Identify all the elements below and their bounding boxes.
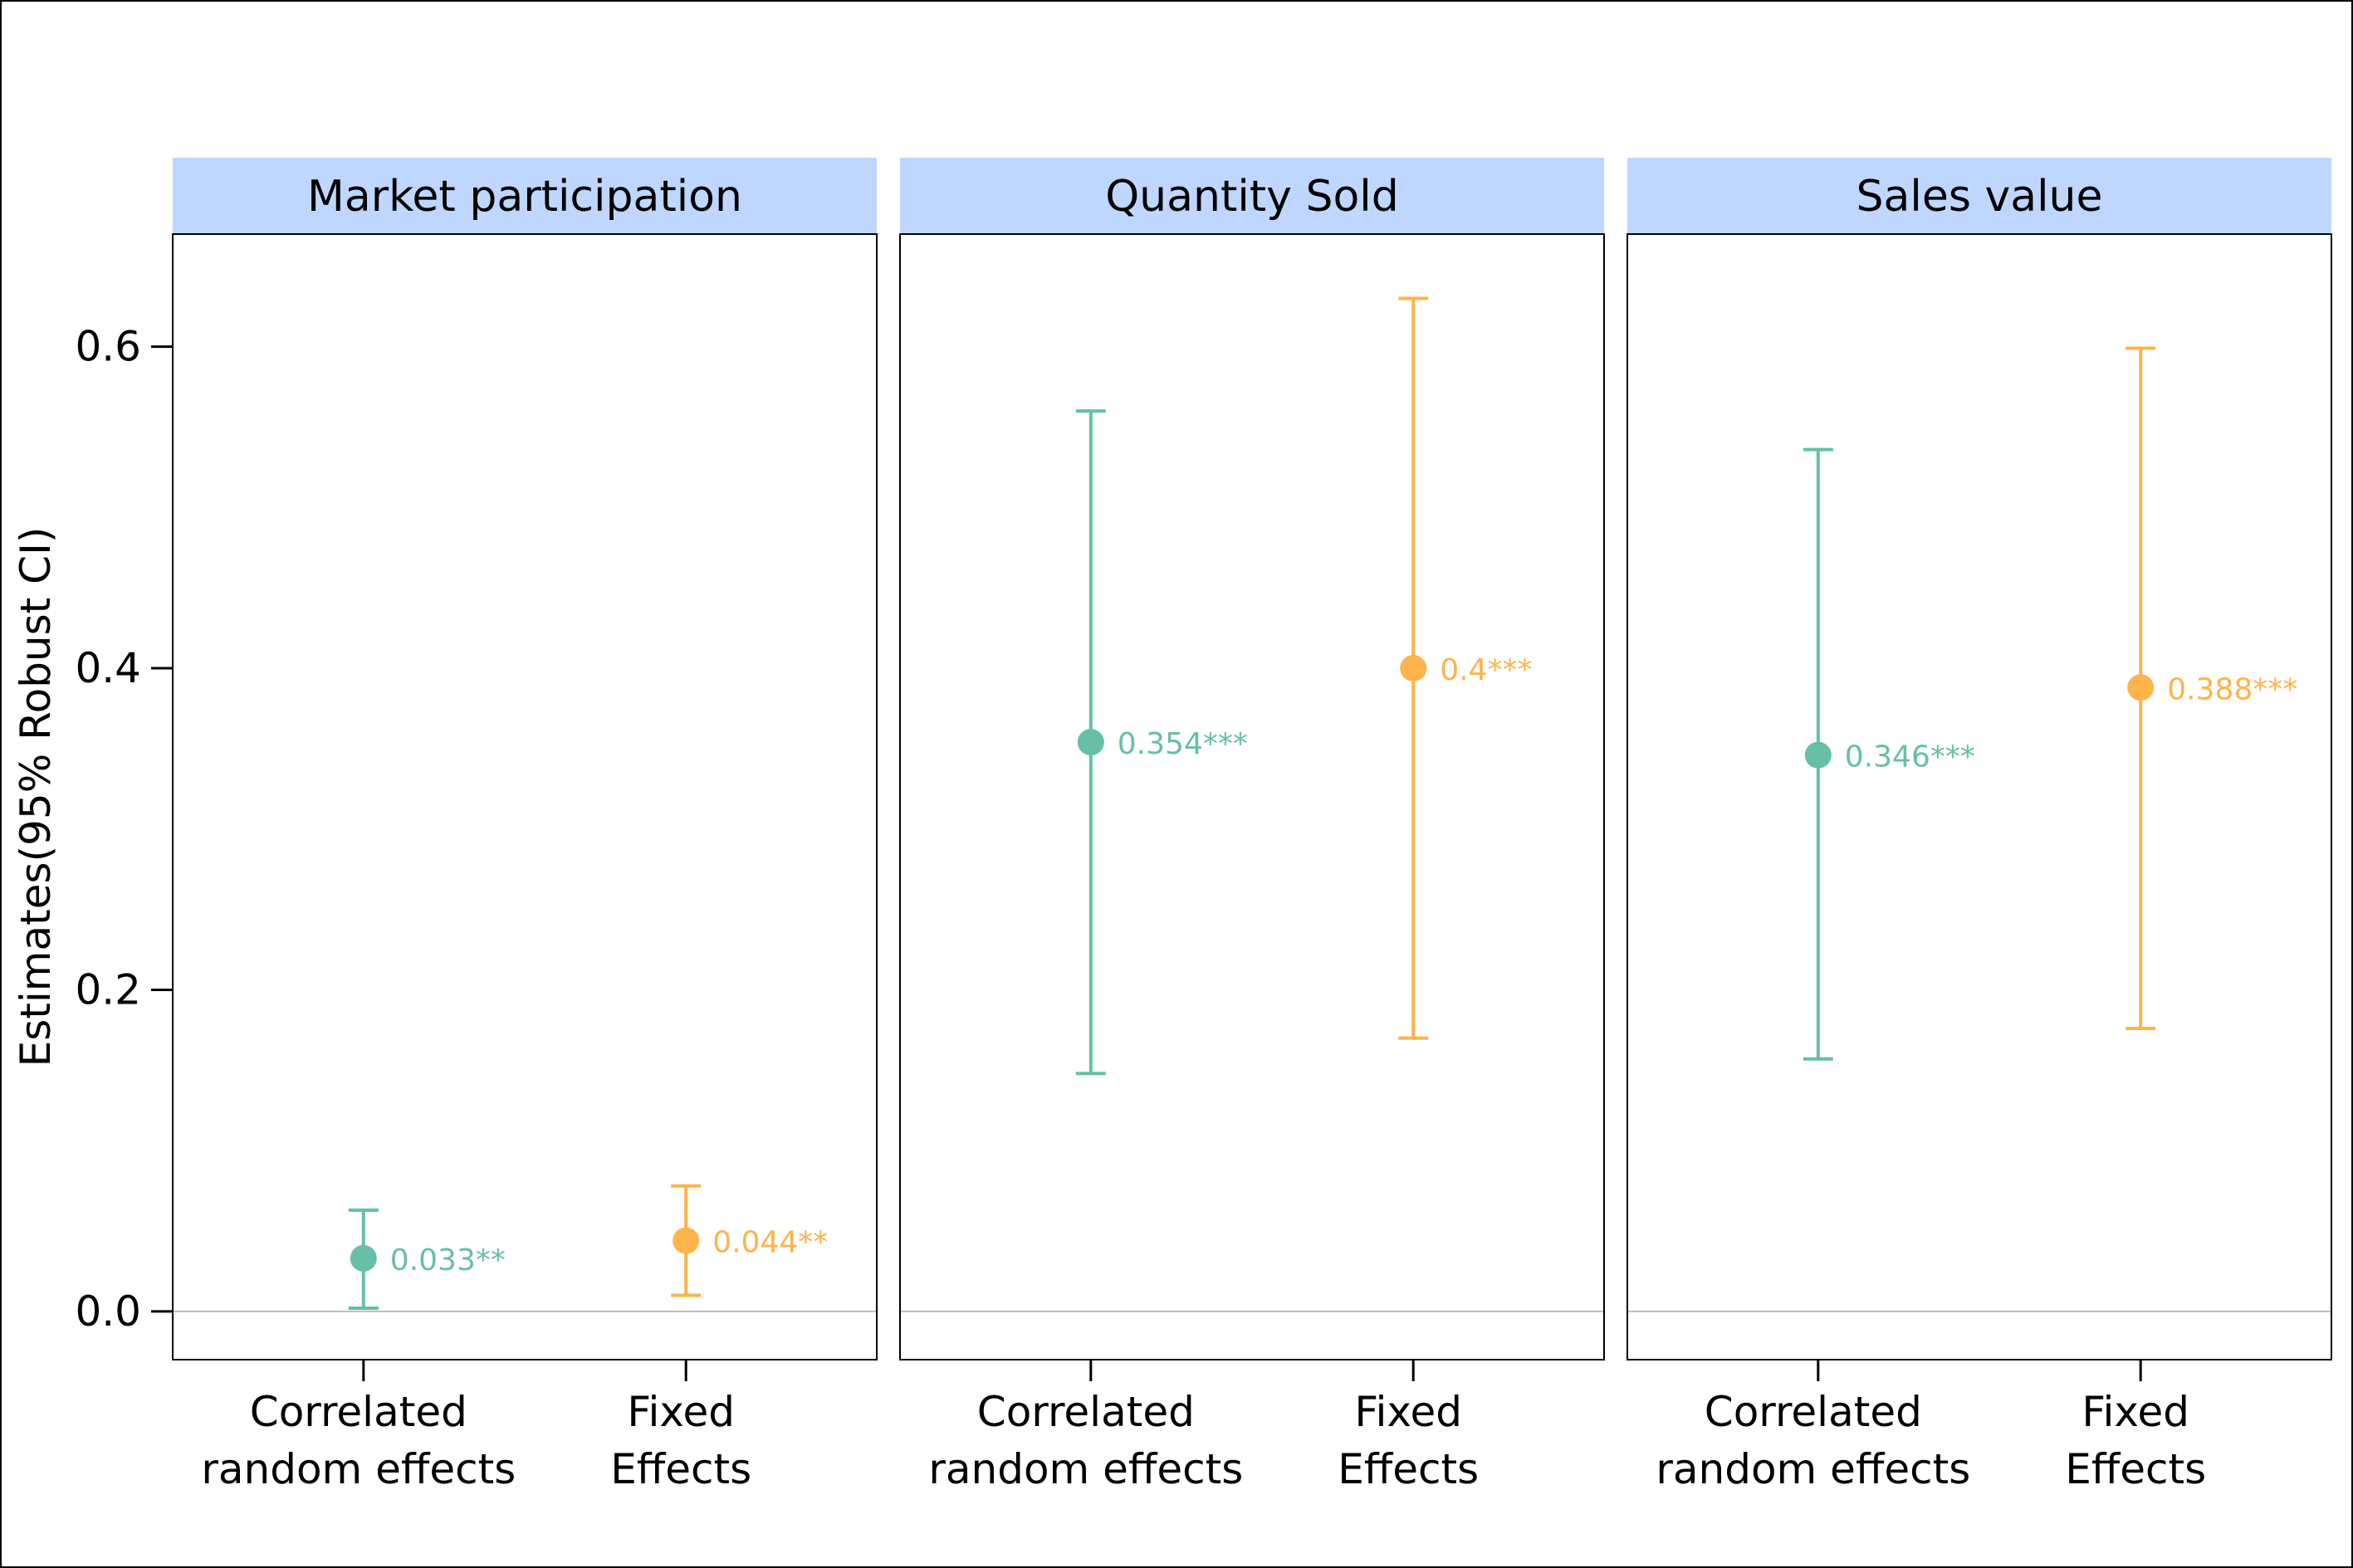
facet-panel-border (899, 233, 1605, 1360)
estimate-label: 0.4*** (1440, 653, 1532, 687)
y-tick-label: 0.0 (75, 1287, 141, 1336)
facet-panel-border (172, 233, 878, 1360)
x-tick-label-line1: Fixed (627, 1388, 735, 1436)
x-tick-label-line1: Fixed (1354, 1388, 1462, 1436)
facet-title: Market participation (307, 172, 742, 222)
y-tick-label: 0.2 (75, 965, 141, 1014)
x-tick-label-line2: Effects (2065, 1445, 2206, 1493)
y-tick-label: 0.4 (75, 644, 141, 692)
estimate-point (2127, 674, 2155, 701)
x-tick-label-line2: random effects (928, 1445, 1243, 1493)
y-axis: 0.0 0.2 0.4 0.6 (75, 323, 173, 1336)
x-tick-label-line2: Effects (1338, 1445, 1479, 1493)
y-axis-title: Estimates(95% Robust CI) (12, 527, 60, 1067)
facet-panel-border (1627, 233, 2332, 1360)
y-tick-label: 0.6 (75, 323, 141, 371)
x-tick-label-line1: Correlated (1705, 1388, 1922, 1436)
estimate-point (350, 1244, 377, 1272)
x-tick-label-line1: Fixed (2082, 1388, 2189, 1436)
estimate-label: 0.044** (712, 1226, 828, 1260)
estimate-label: 0.388*** (2167, 672, 2297, 706)
x-tick-label-line1: Correlated (977, 1388, 1195, 1436)
facet-strip (173, 158, 877, 234)
estimate-point (1400, 655, 1427, 682)
estimate-point (673, 1227, 700, 1254)
estimate-point (1804, 741, 1832, 769)
facet-panel-3: Sales value 0.346*** Correlated random effe… (1627, 158, 2332, 1493)
facet-title: Quantity Sold (1105, 172, 1399, 222)
facet-panel-1: Market participation 0.033** Correlated ran… (172, 158, 878, 1493)
estimate-point (1077, 729, 1104, 756)
facet-strip (1627, 158, 2331, 234)
estimate-label: 0.033** (390, 1243, 506, 1277)
facet-title: Sales value (1856, 172, 2103, 222)
facet-strip (900, 158, 1604, 234)
x-tick-label-line2: random effects (1656, 1445, 1970, 1493)
estimate-label: 0.346*** (1845, 740, 1975, 774)
x-tick-label-line1: Correlated (250, 1388, 467, 1436)
estimate-label: 0.354*** (1118, 727, 1248, 761)
x-tick-label-line2: random effects (201, 1445, 516, 1493)
facet-panels: Market participation 0.033** Correlated ran… (172, 158, 2332, 1493)
facet-panel-2: Quantity Sold 0.354*** Correlated random ef… (899, 158, 1605, 1493)
x-tick-label-line2: Effects (610, 1445, 751, 1493)
